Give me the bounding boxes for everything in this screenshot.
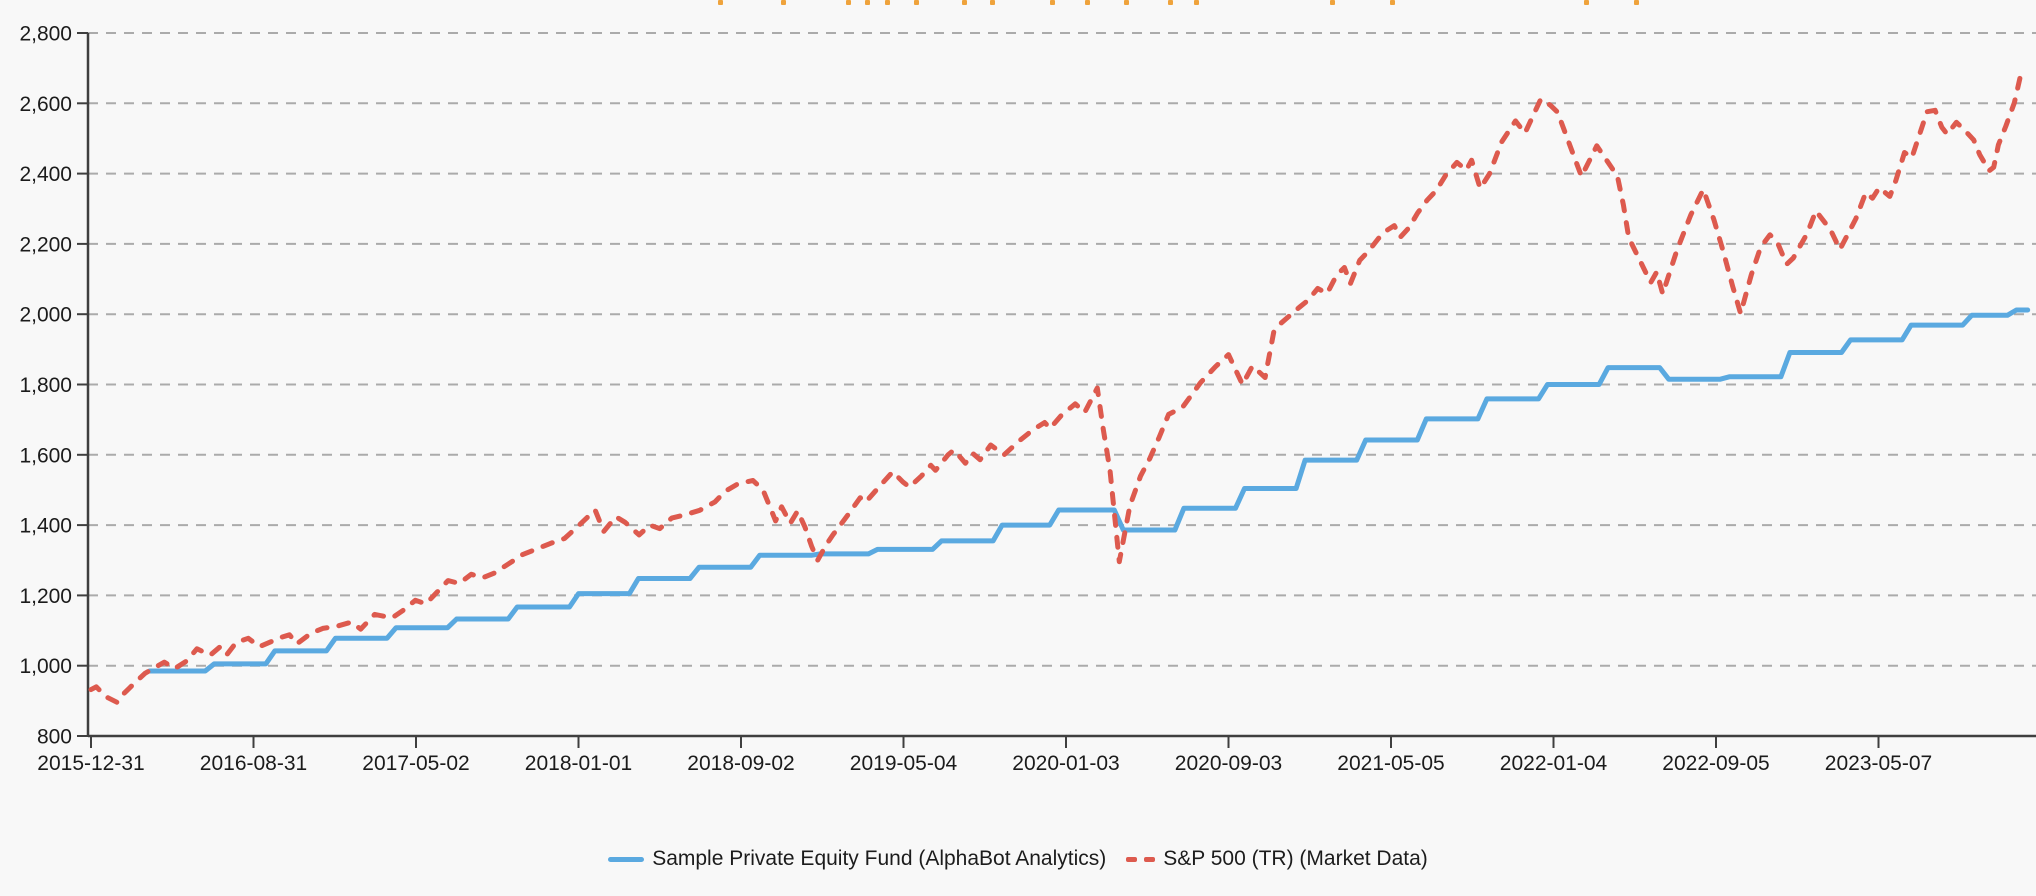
clipped-text-fragment: [914, 0, 919, 5]
x-axis-tick-label: 2017-05-02: [362, 752, 469, 775]
y-axis-tick-label: 1,200: [19, 585, 72, 608]
clipped-text-fragment: [962, 0, 967, 5]
clipped-text-fragment: [1390, 0, 1395, 5]
y-axis-tick-label: 2,000: [19, 304, 72, 327]
y-axis-tick-label: 2,600: [19, 93, 72, 116]
y-axis-tick-label: 1,600: [19, 444, 72, 467]
clipped-text-fragment: [718, 0, 723, 5]
clipped-text-fragment: [1330, 0, 1335, 5]
x-axis-tick-label: 2015-12-31: [37, 752, 144, 775]
dashed-line-swatch-icon: [1126, 856, 1156, 862]
y-axis-tick-label: 800: [37, 726, 72, 749]
clipped-text-fragment: [781, 0, 786, 5]
sp500-line: [88, 67, 2025, 705]
x-axis-tick-label: 2023-05-07: [1825, 752, 1932, 775]
clipped-text-fragment: [990, 0, 995, 5]
x-axis-tick-label: 2019-05-04: [850, 752, 958, 775]
clipped-text-fragment: [846, 0, 851, 5]
pe-fund-line: [147, 307, 2031, 674]
y-axis-tick-label: 1,800: [19, 374, 72, 397]
clipped-text-fragment: [1634, 0, 1639, 5]
legend-item-private-equity-fund[interactable]: Sample Private Equity Fund (AlphaBot Ana…: [608, 847, 1106, 871]
y-axis-tick-label: 2,400: [19, 163, 72, 186]
legend-label-sp500: S&P 500 (TR) (Market Data): [1163, 847, 1428, 870]
clipped-text-fragment: [885, 0, 890, 5]
y-axis-tick-label: 1,400: [19, 515, 72, 538]
legend-item-sp500[interactable]: S&P 500 (TR) (Market Data): [1126, 847, 1428, 871]
chart-legend: Sample Private Equity Fund (AlphaBot Ana…: [0, 847, 2036, 871]
legend-label-private-equity-fund: Sample Private Equity Fund (AlphaBot Ana…: [652, 847, 1107, 870]
y-axis-tick-label: 1,000: [19, 655, 72, 678]
clipped-text-fragment: [1050, 0, 1055, 5]
x-axis-tick-label: 2022-09-05: [1662, 752, 1769, 775]
clipped-text-fragment: [1194, 0, 1199, 5]
y-axis-tick-label: 2,800: [19, 23, 72, 46]
clipped-text-fragment: [1584, 0, 1589, 5]
clipped-text-fragment: [865, 0, 870, 5]
performance-line-chart[interactable]: 800 1,000 1,200 1,400 1,600 1,800 2,000 2,200 2,…: [0, 0, 2036, 800]
x-axis-tick-label: 2018-01-01: [525, 752, 632, 775]
x-axis-tick-label: 2018-09-02: [687, 752, 794, 775]
x-axis-tick-label: 2016-08-31: [200, 752, 307, 775]
clipped-text-fragment: [1124, 0, 1129, 5]
clipped-text-fragment: [1085, 0, 1090, 5]
x-axis-tick-label: 2020-01-03: [1012, 752, 1119, 775]
clipped-text-fragment: [1168, 0, 1173, 5]
solid-line-swatch-icon: [608, 856, 645, 862]
x-axis-tick-label: 2022-01-04: [1500, 752, 1608, 775]
x-axis-tick-label: 2021-05-05: [1337, 752, 1444, 775]
x-axis-tick-label: 2020-09-03: [1175, 752, 1282, 775]
y-axis-tick-label: 2,200: [19, 233, 72, 256]
